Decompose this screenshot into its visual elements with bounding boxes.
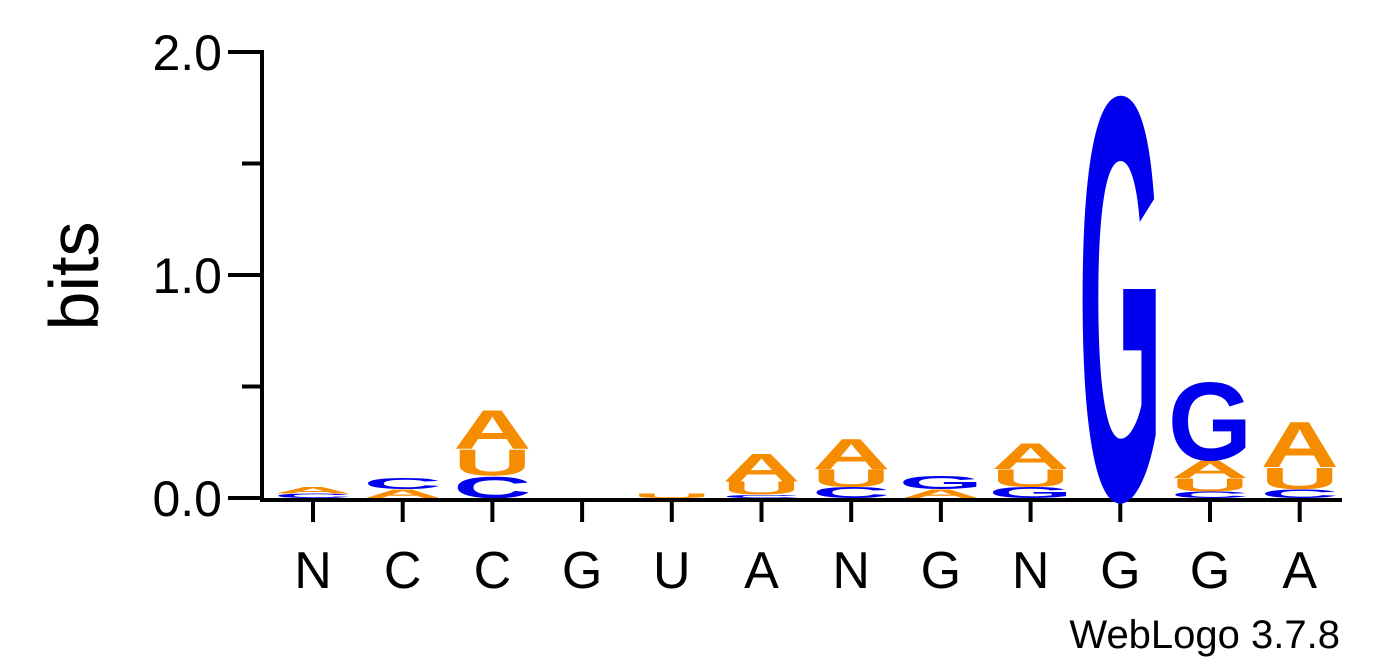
logo-letter-a: A [902, 487, 980, 501]
logo-letter-a: A [453, 399, 531, 461]
letter-stack: CUA [1261, 408, 1339, 501]
y-tick-label: 0.0 [152, 471, 222, 527]
logo-letter-a: A [1261, 408, 1339, 481]
logo-letter-a: A [364, 487, 442, 501]
letter-stack: GUA [988, 436, 1072, 501]
letter-stack: AG [899, 473, 983, 501]
letter-stack: CUA [453, 399, 531, 504]
position-label: G [562, 542, 602, 600]
logo-letter-c: C [722, 494, 800, 499]
logo-letter-c: C [364, 475, 442, 492]
letter-stack: CUA [722, 445, 800, 499]
y-axis: 0.0 1.0 2.0 [152, 25, 264, 527]
logo-letter-c: C [453, 470, 531, 505]
position-label: N [1012, 542, 1050, 600]
logo-letter-a: A [812, 430, 890, 478]
position-label: C [384, 542, 422, 600]
position-label: G [1190, 542, 1230, 600]
logo-letter-g: G [1168, 360, 1252, 485]
logo-letter-a: A [991, 436, 1069, 477]
logo-letter-g: G [1078, 0, 1162, 620]
position-label: A [744, 542, 779, 600]
letter-stack: CUA [812, 430, 890, 501]
y-tick-label: 1.0 [152, 248, 222, 304]
logo-letter-c: C [1171, 490, 1249, 500]
logo-letter-g: G [899, 473, 983, 494]
position-label: U [653, 542, 691, 600]
position-label: G [1100, 542, 1140, 600]
logo-letter-u: U [453, 443, 531, 484]
logo-letter-g: G [988, 484, 1072, 501]
position-label: A [1282, 542, 1317, 600]
letter-stack: CA [274, 485, 352, 499]
logo-letter-a: A [1171, 456, 1249, 484]
logo-letter-u: U [722, 478, 800, 499]
logo-letter-u: U [991, 464, 1069, 492]
letter-stack: AC [364, 475, 442, 500]
logo-letter-u: U [1261, 461, 1339, 496]
letter-stack: U [633, 493, 711, 500]
logo-letter-a: A [722, 445, 800, 490]
position-label: N [294, 542, 332, 600]
weblogo-credit: WebLogo 3.7.8 [1069, 613, 1340, 657]
position-label: C [474, 542, 512, 600]
y-axis-title: bits [35, 222, 113, 331]
logo-letter-u: U [1171, 475, 1249, 496]
y-tick-label: 2.0 [152, 25, 222, 81]
logo-letter-u: U [812, 464, 890, 492]
logo-letter-c: C [1261, 487, 1339, 501]
letter-stack: G [1078, 0, 1162, 620]
logo-letter-u: U [633, 493, 711, 500]
position-label: N [832, 542, 870, 600]
logo-letter-c: C [274, 493, 352, 500]
position-label: G [921, 542, 961, 600]
logo-letter-c: C [812, 484, 890, 501]
logo-letter-a: A [274, 485, 352, 495]
